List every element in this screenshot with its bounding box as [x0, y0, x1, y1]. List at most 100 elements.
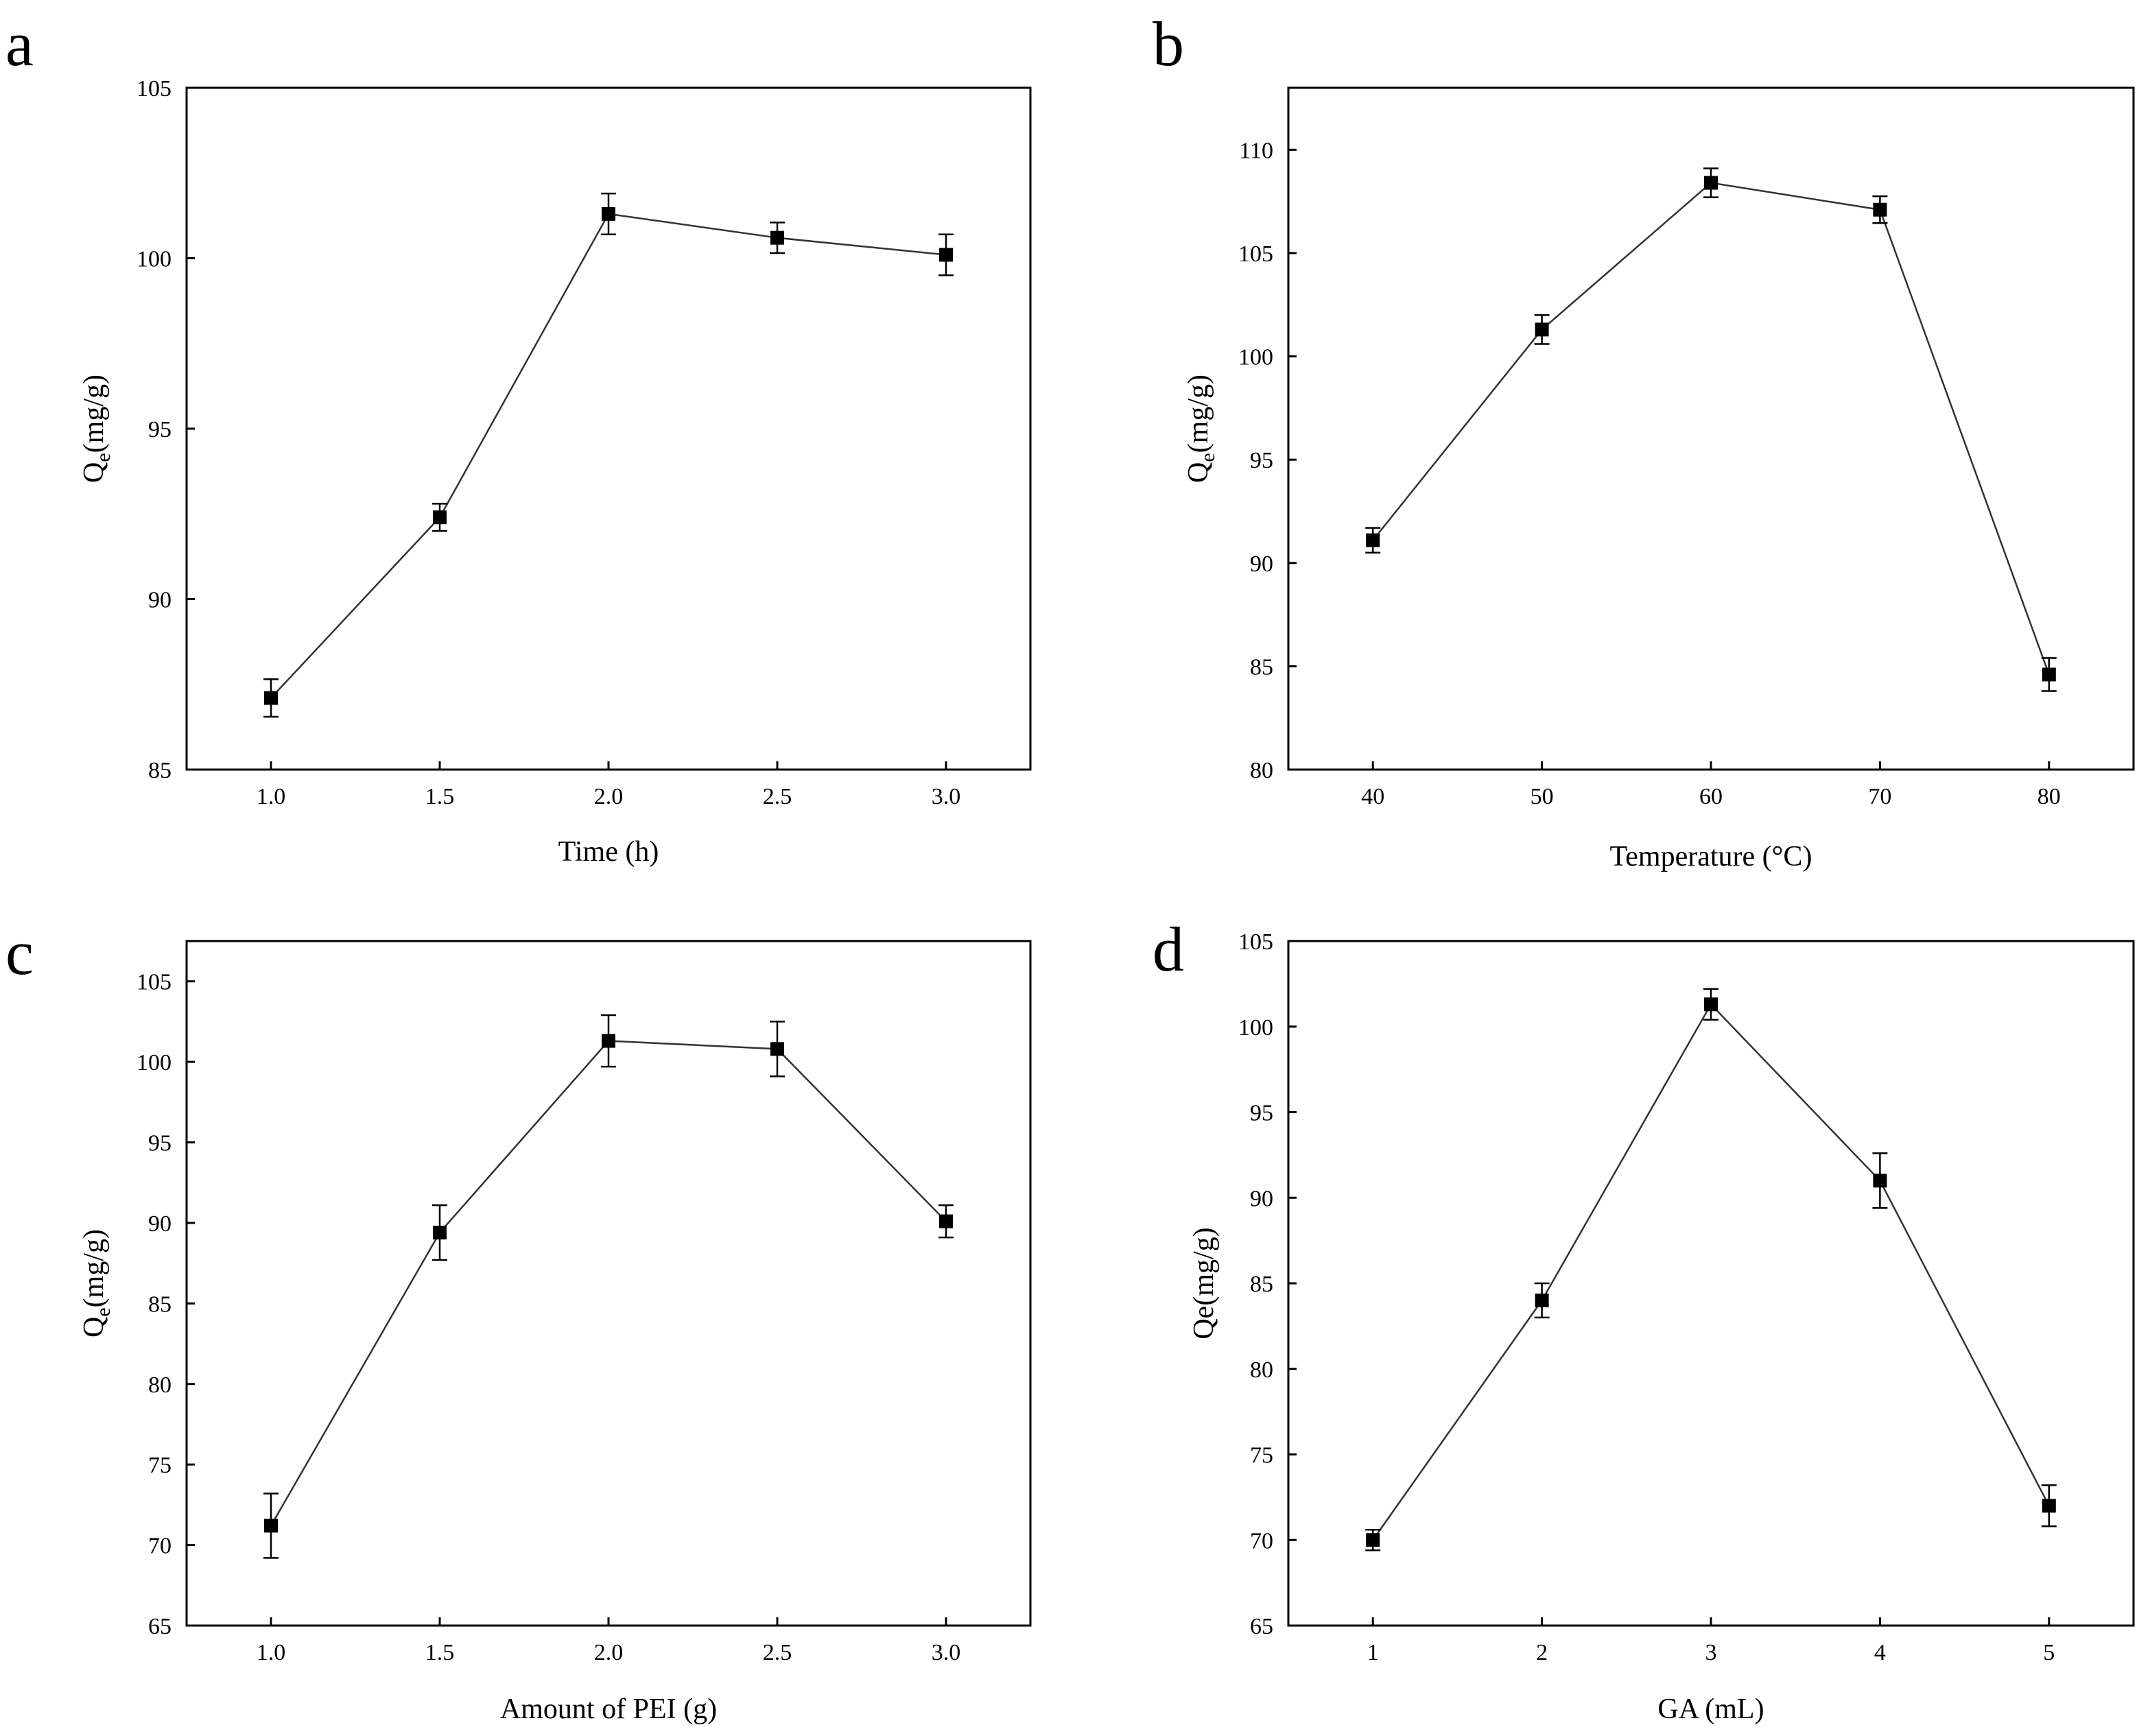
y-axis-title-unit: (mg/g): [78, 374, 110, 453]
y-axis-title-unit: (mg/g): [1183, 374, 1214, 453]
data-point: [2042, 1499, 2056, 1513]
x-tick-label: 3.0: [932, 784, 961, 809]
y-tick-label: 75: [148, 1453, 172, 1478]
y-tick-label: 90: [148, 588, 172, 613]
y-tick-label: 85: [1250, 1272, 1273, 1297]
data-point: [264, 691, 278, 705]
y-axis-title-base: Q: [78, 462, 110, 483]
y-tick-label: 95: [148, 1131, 172, 1156]
y-tick-label: 100: [1238, 1015, 1273, 1041]
x-tick-label: 40: [1361, 784, 1384, 809]
x-tick-label: 80: [2037, 784, 2061, 809]
y-tick-label: 100: [137, 247, 172, 272]
x-tick-label: 3.0: [932, 1640, 961, 1665]
data-point: [433, 1226, 447, 1240]
y-axis-title-subscript: e: [92, 453, 115, 462]
y-tick-label: 80: [148, 1372, 172, 1398]
panel-b: b 40 50 60 70 80 80 85 90 95 100 105 110 Temperature …: [1153, 9, 2135, 872]
panel-letter: a: [5, 9, 34, 79]
y-tick-label: 85: [1250, 654, 1273, 680]
y-tick-label: 85: [148, 1292, 172, 1317]
x-tick-label: 1.5: [425, 784, 455, 809]
y-axis-title-subscript: e: [1196, 453, 1219, 462]
x-axis-title: GA (mL): [1657, 1693, 1764, 1725]
y-axis-title-base: Qe: [1188, 1306, 1220, 1340]
y-axis-title: Qe(mg/g): [78, 1229, 115, 1337]
x-tick-label: 50: [1531, 784, 1554, 809]
x-tick-label: 2: [1536, 1640, 1548, 1665]
x-tick-label: 3: [1705, 1640, 1717, 1665]
series-line: [1372, 1003, 2050, 1541]
y-tick-label: 100: [137, 1050, 172, 1075]
y-tick-label: 80: [1250, 1357, 1273, 1383]
data-point: [433, 510, 447, 525]
y-tick-label: 105: [137, 76, 172, 102]
x-axis-title: Time (h): [558, 836, 659, 868]
data-point: [939, 248, 953, 262]
series-line: [270, 213, 947, 699]
panel-letter: b: [1153, 9, 1184, 79]
y-tick-label: 75: [1250, 1443, 1273, 1469]
y-tick-label: 95: [1250, 1101, 1273, 1126]
y-axis-title: Qe(mg/g): [1188, 1227, 1220, 1339]
panel-letter: c: [5, 918, 34, 988]
data-point: [2042, 667, 2056, 682]
x-tick-label: 4: [1874, 1640, 1886, 1665]
data-point: [1704, 176, 1718, 190]
data-point: [602, 1034, 615, 1048]
data-point: [1704, 997, 1718, 1012]
panel-a: a 1.0 1.5 2.0 2.5 3.0 85 90 95 100 105 Time (h) Qe(m…: [5, 9, 1032, 868]
data-point: [1535, 1293, 1549, 1307]
series-line: [270, 1040, 947, 1527]
x-tick-label: 2.0: [594, 1640, 624, 1665]
y-tick-label: 80: [1250, 758, 1273, 783]
x-tick-label: 70: [1868, 784, 1891, 809]
series-line: [1372, 182, 2050, 675]
y-tick-label: 90: [1250, 1186, 1273, 1211]
y-axis-title-unit: (mg/g): [1188, 1227, 1220, 1305]
x-tick-label: 1: [1367, 1640, 1379, 1665]
data-point: [264, 1519, 278, 1533]
data-point: [770, 230, 784, 245]
y-tick-label: 65: [148, 1614, 172, 1639]
y-axis-title: Qe(mg/g): [1183, 374, 1219, 483]
y-tick-label: 95: [1250, 448, 1273, 473]
x-axis-title: Amount of PEI (g): [500, 1693, 717, 1725]
y-tick-label: 70: [148, 1534, 172, 1559]
y-tick-label: 85: [148, 758, 172, 783]
y-tick-label: 105: [1238, 929, 1273, 955]
y-tick-label: 100: [1238, 345, 1273, 370]
y-axis-title-base: Q: [78, 1317, 110, 1337]
x-axis-title: Temperature (°C): [1610, 841, 1812, 872]
data-point: [1535, 322, 1549, 337]
plot-frame: [1287, 940, 2135, 1627]
data-point: [939, 1214, 953, 1228]
panel-letter: d: [1153, 914, 1184, 984]
x-tick-label: 2.5: [763, 1640, 792, 1665]
data-point: [602, 206, 615, 221]
x-tick-label: 5: [2043, 1640, 2055, 1665]
data-point: [1366, 1533, 1380, 1547]
y-axis-title-subscript: e: [92, 1307, 115, 1316]
y-tick-label: 105: [1238, 241, 1273, 267]
y-tick-label: 90: [148, 1211, 172, 1237]
x-tick-label: 1.0: [257, 784, 286, 809]
x-tick-label: 1.5: [425, 1640, 455, 1665]
y-axis-title: Qe(mg/g): [78, 374, 115, 483]
x-tick-label: 2.0: [594, 784, 624, 809]
x-tick-label: 60: [1699, 784, 1723, 809]
data-point: [1873, 202, 1887, 217]
data-point: [1366, 533, 1380, 547]
panel-c: c 1.0 1.5 2.0 2.5 3.0 65 70 75 80 85 90 95 100 105 Amou…: [5, 918, 1032, 1725]
x-tick-label: 2.5: [763, 784, 792, 809]
y-tick-label: 95: [148, 417, 172, 442]
y-tick-label: 105: [137, 970, 172, 995]
panel-d: d 1 2 3 4 5 65 70 75 80 85 90 95 100 105 GA (mL) Qe(mg/g…: [1153, 914, 2135, 1725]
y-tick-label: 65: [1250, 1614, 1273, 1639]
data-point: [1873, 1174, 1887, 1188]
plot-frame: [185, 86, 1032, 771]
data-point: [770, 1042, 784, 1056]
y-tick-label: 110: [1239, 138, 1273, 163]
y-tick-label: 70: [1250, 1528, 1273, 1554]
